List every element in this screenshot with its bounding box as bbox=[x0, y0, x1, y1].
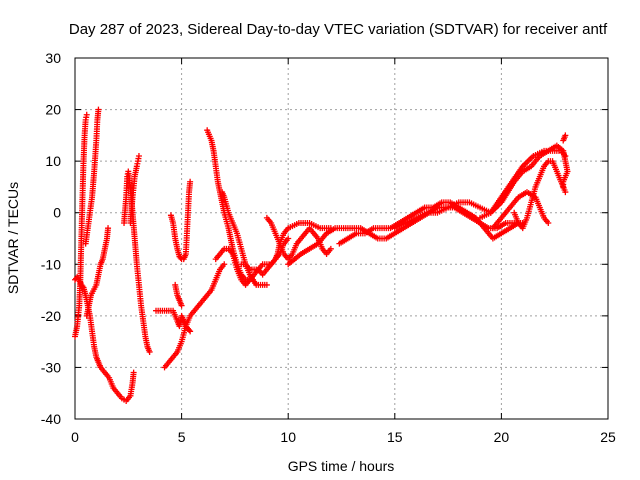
series-s19 bbox=[477, 142, 571, 221]
series-s2 bbox=[72, 274, 137, 404]
x-tick-label: 5 bbox=[178, 429, 186, 445]
data-point bbox=[95, 106, 102, 113]
x-axis-ticks: 0 5 10 15 20 25 bbox=[71, 58, 616, 445]
data-point bbox=[187, 328, 194, 335]
y-axis-ticks: -40 -30 -20 -10 0 10 20 30 bbox=[41, 50, 608, 427]
data-point bbox=[263, 281, 270, 288]
data-point bbox=[178, 302, 185, 309]
series-s4 bbox=[83, 225, 112, 319]
data-point bbox=[79, 283, 86, 290]
y-tick-label: 20 bbox=[45, 102, 61, 118]
data-point bbox=[130, 369, 137, 376]
y-tick-label: 0 bbox=[53, 205, 61, 221]
data-point bbox=[221, 261, 228, 268]
x-tick-label: 10 bbox=[280, 429, 296, 445]
y-tick-label: 30 bbox=[45, 50, 61, 66]
plot-frame bbox=[74, 57, 609, 420]
series-s22 bbox=[560, 132, 569, 144]
x-axis-label: GPS time / hours bbox=[288, 458, 395, 474]
series-s7 bbox=[161, 261, 228, 371]
data-point bbox=[562, 189, 569, 196]
grid bbox=[75, 58, 608, 419]
x-tick-label: 20 bbox=[494, 429, 510, 445]
x-tick-label: 0 bbox=[71, 429, 79, 445]
series-s10 bbox=[172, 281, 185, 309]
data-point bbox=[562, 132, 569, 139]
x-tick-label: 25 bbox=[600, 429, 616, 445]
data-point bbox=[327, 245, 334, 252]
series-s21 bbox=[511, 158, 569, 232]
y-tick-label: -10 bbox=[41, 256, 61, 272]
y-tick-label: -20 bbox=[41, 308, 61, 324]
data-point bbox=[83, 111, 90, 118]
y-tick-label: -30 bbox=[41, 359, 61, 375]
data-point bbox=[75, 275, 82, 282]
chart-title: Day 287 of 2023, Sidereal Day-to-day VTE… bbox=[69, 21, 608, 38]
data-points bbox=[72, 106, 571, 404]
data-point bbox=[135, 152, 142, 159]
data-point bbox=[285, 235, 292, 242]
y-tick-label: 10 bbox=[45, 153, 61, 169]
y-axis-label: SDTVAR / TECUs bbox=[5, 182, 21, 294]
x-tick-label: 15 bbox=[387, 429, 403, 445]
series-s8 bbox=[167, 178, 194, 263]
data-point bbox=[187, 178, 194, 185]
series-s6 bbox=[127, 152, 142, 227]
series-s3 bbox=[82, 106, 102, 247]
data-point bbox=[545, 220, 552, 227]
y-tick-label: -40 bbox=[41, 411, 61, 427]
series-s1 bbox=[72, 111, 90, 340]
series-s9 bbox=[153, 307, 194, 335]
series-s20 bbox=[489, 189, 552, 232]
series-s5 bbox=[121, 168, 153, 355]
data-point bbox=[146, 348, 153, 355]
data-point bbox=[186, 327, 193, 334]
series-s15 bbox=[263, 214, 334, 263]
data-point bbox=[105, 225, 112, 232]
